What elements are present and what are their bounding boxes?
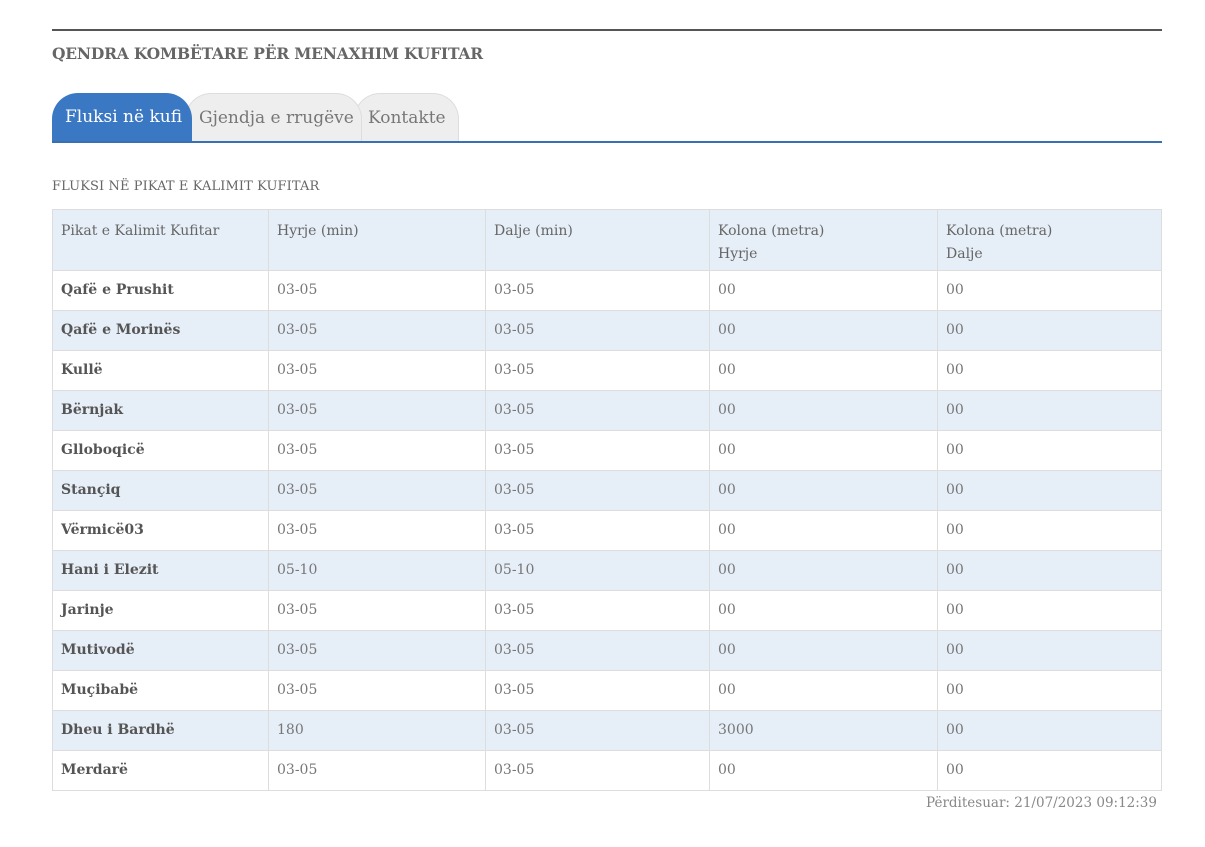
exit-minutes: 03-05 (485, 590, 710, 631)
queue-exit-meters: 00 (937, 270, 1162, 311)
queue-entry-meters: 00 (709, 310, 938, 351)
queue-entry-meters: 3000 (709, 710, 938, 751)
queue-entry-meters: 00 (709, 510, 938, 551)
exit-minutes: 03-05 (485, 710, 710, 751)
table-row: Dheu i Bardhë 180 03-05 3000 00 (52, 710, 1162, 751)
table-row: Bërnjak 03-05 03-05 00 00 (52, 390, 1162, 431)
table-row: Mutivodë 03-05 03-05 00 00 (52, 630, 1162, 671)
entry-minutes: 03-05 (268, 430, 486, 471)
crossing-name: Merdarë (52, 750, 269, 791)
queue-exit-meters: 00 (937, 710, 1162, 751)
crossing-name: Qafë e Morinës (52, 310, 269, 351)
exit-minutes: 03-05 (485, 670, 710, 711)
entry-minutes: 03-05 (268, 630, 486, 671)
queue-entry-meters: 00 (709, 350, 938, 391)
tab-road-conditions[interactable]: Gjendja e rrugëve (185, 93, 362, 141)
section-title: FLUKSI NË PIKAT E KALIMIT KUFITAR (52, 179, 320, 194)
crossing-name: Hani i Elezit (52, 550, 269, 591)
exit-minutes: 03-05 (485, 430, 710, 471)
crossing-name: Muçibabë (52, 670, 269, 711)
crossing-name: Kullë (52, 350, 269, 391)
entry-minutes: 05-10 (268, 550, 486, 591)
crossing-name: Dheu i Bardhë (52, 710, 269, 751)
column-header: Kolona (metra) Hyrje (709, 209, 938, 271)
queue-exit-meters: 00 (937, 510, 1162, 551)
column-header: Kolona (metra) Dalje (937, 209, 1162, 271)
queue-exit-meters: 00 (937, 550, 1162, 591)
queue-exit-meters: 00 (937, 750, 1162, 791)
queue-exit-meters: 00 (937, 670, 1162, 711)
tab-underline (52, 141, 1162, 143)
queue-entry-meters: 00 (709, 270, 938, 311)
queue-entry-meters: 00 (709, 670, 938, 711)
queue-entry-meters: 00 (709, 430, 938, 471)
top-divider (52, 29, 1162, 31)
table-row: Stançiq 03-05 03-05 00 00 (52, 470, 1162, 511)
table-row: Qafë e Prushit 03-05 03-05 00 00 (52, 270, 1162, 311)
exit-minutes: 05-10 (485, 550, 710, 591)
tab-contacts[interactable]: Kontakte (354, 93, 459, 141)
exit-minutes: 03-05 (485, 350, 710, 391)
table-header-row: Pikat e Kalimit Kufitar Hyrje (min) Dalj… (52, 209, 1162, 271)
table-row: Glloboqicë 03-05 03-05 00 00 (52, 430, 1162, 471)
last-updated-timestamp: Përditesuar: 21/07/2023 09:12:39 (926, 795, 1157, 811)
queue-entry-meters: 00 (709, 630, 938, 671)
table-row: Jarinje 03-05 03-05 00 00 (52, 590, 1162, 631)
table-row: Hani i Elezit 05-10 05-10 00 00 (52, 550, 1162, 591)
entry-minutes: 03-05 (268, 270, 486, 311)
entry-minutes: 03-05 (268, 470, 486, 511)
entry-minutes: 03-05 (268, 390, 486, 431)
crossing-name: Mutivodë (52, 630, 269, 671)
entry-minutes: 03-05 (268, 670, 486, 711)
entry-minutes: 03-05 (268, 590, 486, 631)
table-row: Merdarë 03-05 03-05 00 00 (52, 750, 1162, 791)
queue-entry-meters: 00 (709, 550, 938, 591)
crossing-name: Qafë e Prushit (52, 270, 269, 311)
table-row: Vërmicë03 03-05 03-05 00 00 (52, 510, 1162, 551)
exit-minutes: 03-05 (485, 310, 710, 351)
queue-exit-meters: 00 (937, 590, 1162, 631)
entry-minutes: 03-05 (268, 750, 486, 791)
page-container: QENDRA KOMBËTARE PËR MENAXHIM KUFITAR Fl… (52, 29, 1162, 791)
queue-entry-meters: 00 (709, 750, 938, 791)
queue-exit-meters: 00 (937, 310, 1162, 351)
queue-entry-meters: 00 (709, 590, 938, 631)
queue-entry-meters: 00 (709, 390, 938, 431)
column-header: Hyrje (min) (268, 209, 486, 271)
crossing-name: Jarinje (52, 590, 269, 631)
border-flux-table: Pikat e Kalimit Kufitar Hyrje (min) Dalj… (52, 209, 1162, 791)
crossing-name: Glloboqicë (52, 430, 269, 471)
exit-minutes: 03-05 (485, 270, 710, 311)
column-header: Dalje (min) (485, 209, 710, 271)
page-title: QENDRA KOMBËTARE PËR MENAXHIM KUFITAR (52, 44, 483, 63)
tab-bar: Fluksi në kufi Gjendja e rrugëve Kontakt… (52, 93, 1162, 143)
queue-entry-meters: 00 (709, 470, 938, 511)
exit-minutes: 03-05 (485, 630, 710, 671)
tab-border-flux[interactable]: Fluksi në kufi (52, 93, 192, 141)
exit-minutes: 03-05 (485, 390, 710, 431)
crossing-name: Bërnjak (52, 390, 269, 431)
entry-minutes: 03-05 (268, 310, 486, 351)
exit-minutes: 03-05 (485, 510, 710, 551)
queue-exit-meters: 00 (937, 350, 1162, 391)
entry-minutes: 03-05 (268, 510, 486, 551)
exit-minutes: 03-05 (485, 750, 710, 791)
queue-exit-meters: 00 (937, 430, 1162, 471)
table-row: Qafë e Morinës 03-05 03-05 00 00 (52, 310, 1162, 351)
column-header: Pikat e Kalimit Kufitar (52, 209, 269, 271)
crossing-name: Stançiq (52, 470, 269, 511)
crossing-name: Vërmicë03 (52, 510, 269, 551)
table-row: Muçibabë 03-05 03-05 00 00 (52, 670, 1162, 711)
entry-minutes: 180 (268, 710, 486, 751)
queue-exit-meters: 00 (937, 390, 1162, 431)
entry-minutes: 03-05 (268, 350, 486, 391)
queue-exit-meters: 00 (937, 630, 1162, 671)
exit-minutes: 03-05 (485, 470, 710, 511)
table-row: Kullë 03-05 03-05 00 00 (52, 350, 1162, 391)
queue-exit-meters: 00 (937, 470, 1162, 511)
